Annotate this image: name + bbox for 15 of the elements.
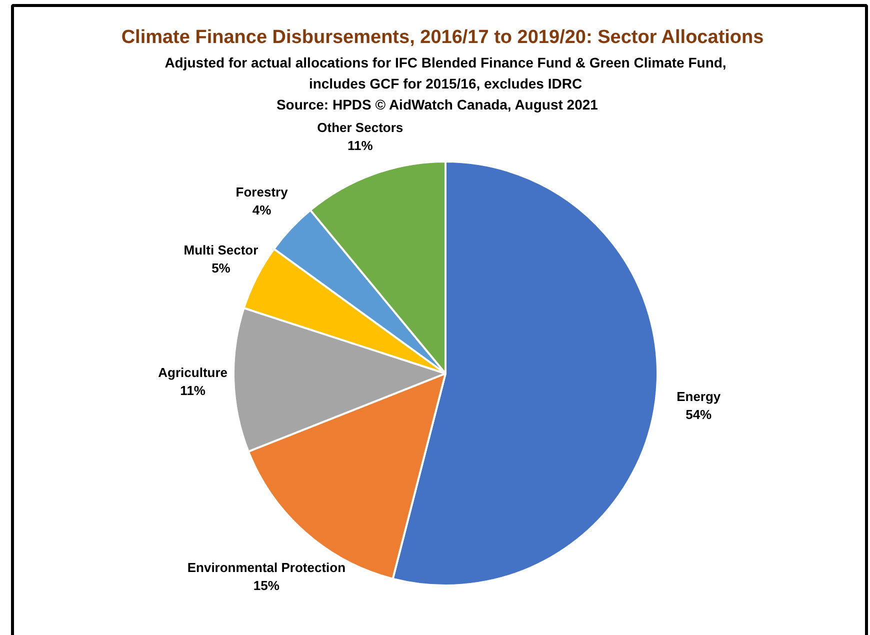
- chart-subtitle: Adjusted for actual allocations for IFC Blended Finance Fund & Green Climate Fund, includes GCF for 2015/16, excludes IDRC: [164, 54, 726, 92]
- slice-label: Agriculture: [158, 364, 228, 380]
- data-label: 54%: [686, 406, 712, 422]
- data-label: 5%: [212, 260, 231, 276]
- data-label: 11%: [347, 138, 374, 153]
- source-note: Source: HPDS © AidWatch Canada, August 2021: [276, 96, 598, 112]
- slice-label: Forestry: [236, 184, 289, 200]
- slice-label: Environmental Protection: [187, 560, 346, 576]
- data-label: 4%: [252, 202, 272, 218]
- data-label: 11%: [180, 382, 206, 398]
- slice-label: Other Sectors: [317, 120, 404, 135]
- slice-label: Energy: [676, 388, 722, 404]
- chart-title: Climate Finance Disbursements, 2016/17 to 2019/20: Sector Allocations: [121, 27, 764, 48]
- slice-label: Multi Sector: [184, 242, 258, 258]
- data-label: 15%: [253, 578, 280, 594]
